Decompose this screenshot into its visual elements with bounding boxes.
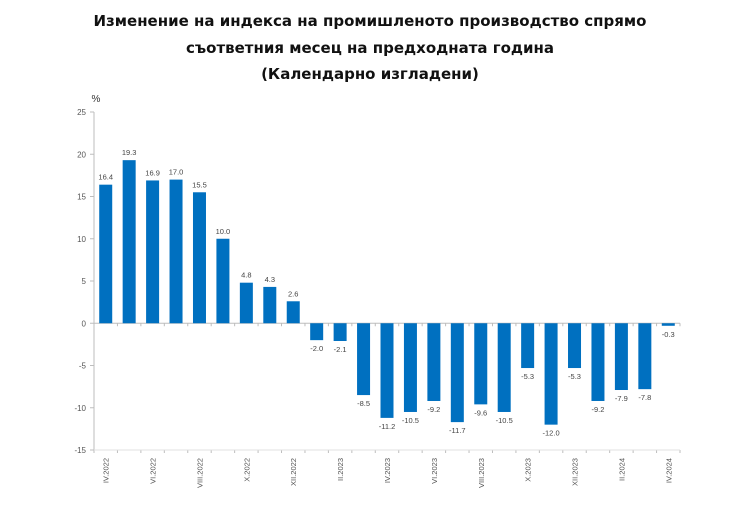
chart-title-line-2: съответния месец на предходната година <box>185 39 555 57</box>
bar-XII.2022 <box>286 301 300 324</box>
y-tick-label: 5 <box>82 277 87 286</box>
x-tick-label: VIII.2023 <box>477 458 486 488</box>
bar-IX.2023 <box>497 323 511 412</box>
data-label: -9.2 <box>427 405 440 414</box>
y-tick-label: 25 <box>77 108 86 117</box>
bar-VIII.2022 <box>192 192 206 324</box>
y-tick-label: 15 <box>77 193 86 202</box>
bar-II.2023 <box>333 323 347 341</box>
data-label: 16.9 <box>145 168 160 177</box>
bar-XI.2023 <box>544 323 558 425</box>
bar-XI.2022 <box>263 286 277 324</box>
data-label: 4.3 <box>265 275 275 284</box>
y-tick-label: -5 <box>79 362 87 371</box>
bar-I.2024 <box>591 323 605 401</box>
data-label: 17.0 <box>169 168 184 177</box>
data-label: -9.2 <box>591 405 604 414</box>
x-tick-label: II.2023 <box>336 458 345 481</box>
x-tick-label: VI.2022 <box>149 458 158 484</box>
bar-IX.2022 <box>216 238 230 324</box>
y-tick-label: -10 <box>74 404 86 413</box>
bar-VIII.2023 <box>474 323 488 405</box>
x-tick-label: IV.2023 <box>383 458 392 483</box>
data-label: -5.3 <box>521 372 534 381</box>
data-label: -7.9 <box>615 394 628 403</box>
x-tick-label: XII.2023 <box>571 458 580 486</box>
bar-IV.2024 <box>661 323 675 326</box>
bar-IV.2022 <box>99 184 113 324</box>
data-label: -7.8 <box>638 393 651 402</box>
data-label: -11.7 <box>449 426 466 435</box>
bar-VI.2022 <box>146 180 160 324</box>
x-tick-label: X.2023 <box>524 458 533 482</box>
bar-IV.2023 <box>380 323 394 418</box>
data-label: -9.6 <box>474 408 487 417</box>
y-tick-label: 20 <box>77 150 86 159</box>
y-tick-label: 10 <box>77 235 86 244</box>
x-tick-label: XII.2022 <box>289 458 298 486</box>
data-label: -10.5 <box>402 416 419 425</box>
data-label: -0.3 <box>662 330 675 339</box>
data-label: 15.5 <box>192 180 207 189</box>
data-label: 16.4 <box>98 173 113 182</box>
bar-VII.2023 <box>450 323 464 423</box>
y-axis-unit: % <box>92 94 101 105</box>
bar-I.2023 <box>310 323 324 341</box>
data-label: 2.6 <box>288 289 298 298</box>
x-tick-label: II.2024 <box>617 458 626 481</box>
data-label: -10.5 <box>496 416 513 425</box>
bar-V.2022 <box>122 160 136 324</box>
bar-II.2024 <box>614 323 628 391</box>
x-tick-label: X.2022 <box>242 458 251 482</box>
bar-VI.2023 <box>427 323 441 401</box>
y-tick-label: 0 <box>82 319 87 328</box>
data-label: 19.3 <box>122 148 137 157</box>
data-label: -11.2 <box>379 422 396 431</box>
chart-title-line-1: Изменение на индекса на промишленото про… <box>93 12 647 30</box>
y-tick-label: -15 <box>74 446 86 455</box>
x-tick-label: IV.2024 <box>664 458 673 483</box>
x-tick-label: IV.2022 <box>102 458 111 483</box>
bar-XII.2023 <box>568 323 582 369</box>
x-tick-label: VI.2023 <box>430 458 439 484</box>
bar-X.2022 <box>239 282 253 324</box>
bar-III.2024 <box>638 323 652 390</box>
data-label: 10.0 <box>216 227 231 236</box>
bar-III.2023 <box>357 323 371 396</box>
data-label: -8.5 <box>357 399 370 408</box>
data-label: 4.8 <box>241 271 251 280</box>
data-label: -5.3 <box>568 372 581 381</box>
bar-X.2023 <box>521 323 535 369</box>
x-tick-label: VIII.2022 <box>195 458 204 488</box>
data-label: -2.1 <box>334 345 347 354</box>
data-label: -2.0 <box>310 344 323 353</box>
data-label: -12.0 <box>543 429 560 438</box>
chart-title-line-3: (Календарно изгладени) <box>261 65 479 83</box>
bar-VII.2022 <box>169 179 183 324</box>
bar-V.2023 <box>403 323 417 412</box>
